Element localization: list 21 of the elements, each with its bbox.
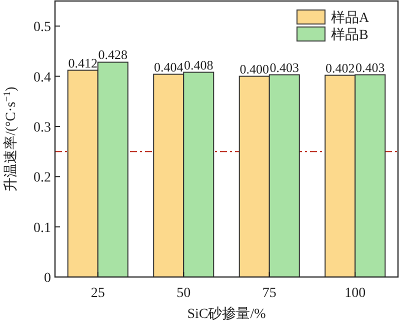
data-label: 0.403 bbox=[356, 60, 385, 75]
y-tick-label: 0.2 bbox=[34, 170, 51, 186]
y-tick-label: 0.1 bbox=[34, 220, 51, 236]
y-tick-label: 0.5 bbox=[34, 20, 51, 36]
data-label: 0.403 bbox=[270, 60, 300, 75]
x-tick-label: 50 bbox=[176, 286, 191, 301]
x-tick-label: 25 bbox=[90, 286, 105, 301]
data-label: 0.400 bbox=[240, 61, 269, 76]
data-label: 0.412 bbox=[68, 55, 98, 70]
x-tick-label: 75 bbox=[262, 286, 276, 301]
legend-label: 样品A bbox=[331, 10, 370, 26]
data-label: 0.402 bbox=[325, 60, 355, 76]
y-tick-label: 0.3 bbox=[34, 120, 51, 136]
data-label: 0.408 bbox=[184, 57, 214, 72]
y-tick-label: 0.4 bbox=[34, 70, 51, 86]
x-axis-title: SiC砂掺量/% bbox=[187, 306, 266, 322]
x-tick-label: 100 bbox=[344, 286, 366, 301]
legend-label: 样品B bbox=[331, 27, 368, 43]
y-tick-label: 0 bbox=[44, 271, 51, 286]
data-label: 0.404 bbox=[154, 59, 184, 74]
data-label: 0.428 bbox=[98, 47, 128, 62]
